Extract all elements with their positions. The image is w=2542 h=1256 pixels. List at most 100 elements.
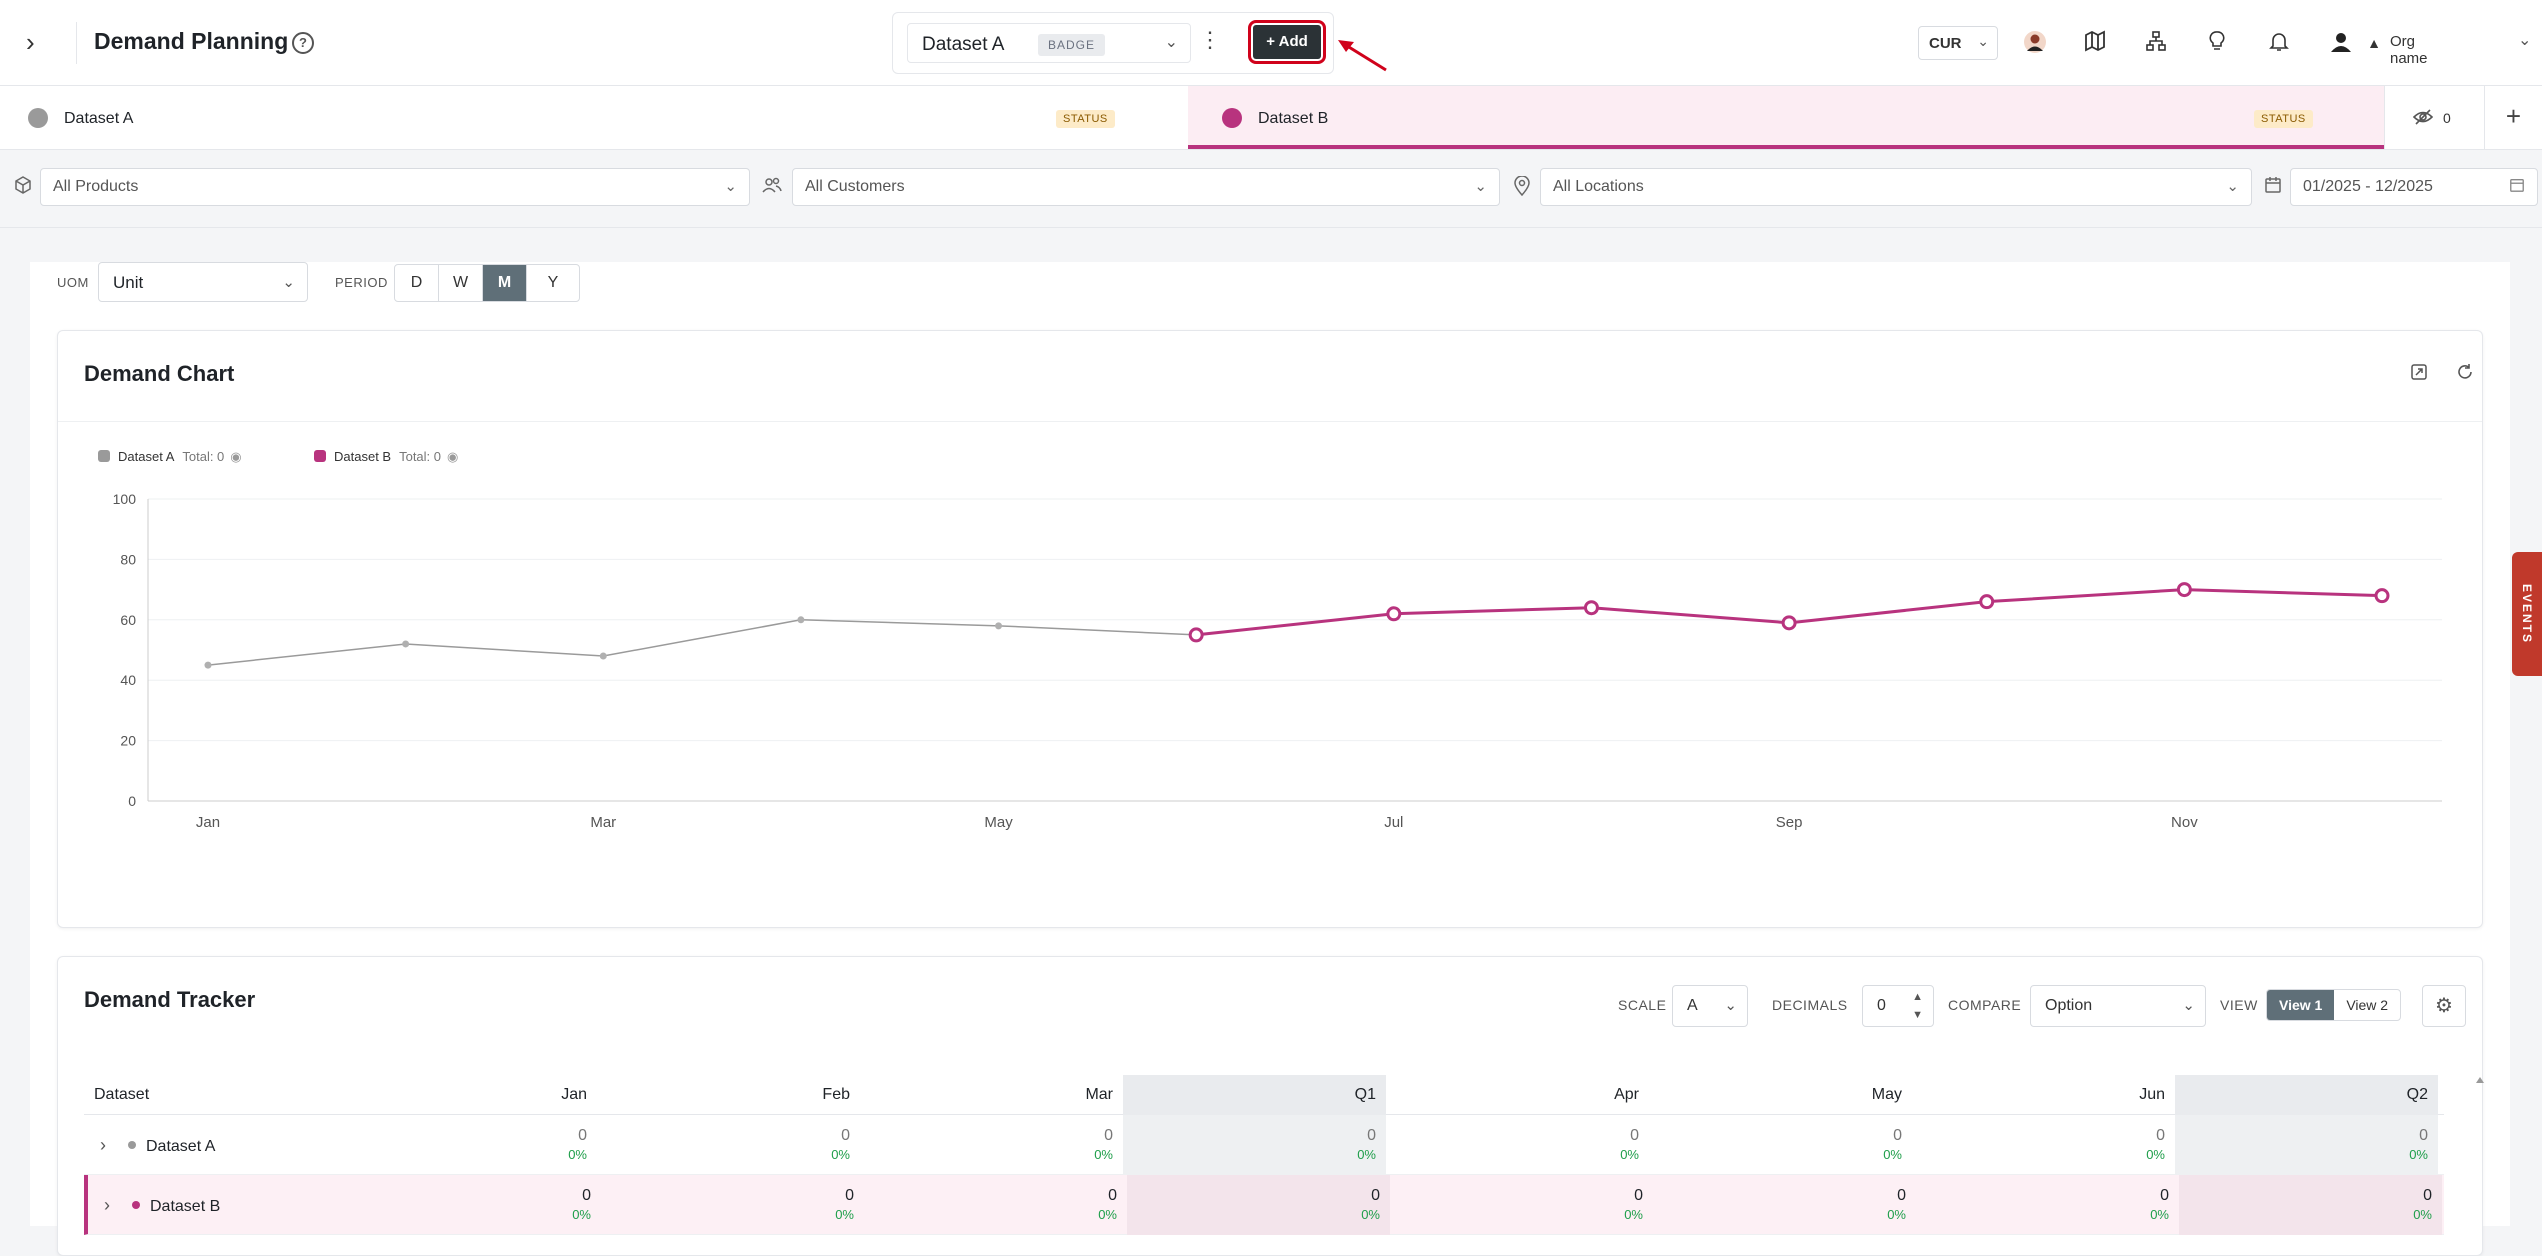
cell-value: 0	[1108, 1187, 1117, 1204]
locations-filter[interactable]: All Locations ⌄	[1540, 168, 2252, 206]
refresh-icon[interactable]	[2456, 363, 2474, 386]
column-header[interactable]: May	[1871, 1086, 1902, 1103]
view-2-button[interactable]: View 2	[2346, 997, 2389, 1013]
eye-off-icon	[2413, 109, 2433, 125]
period-toggle: D W M Y	[394, 264, 580, 302]
column-header[interactable]: Jan	[561, 1086, 587, 1103]
table-cell[interactable]: 0 0%	[1127, 1175, 1390, 1235]
date-range-input[interactable]: 01/2025 - 12/2025	[2290, 168, 2538, 206]
chevron-down-icon[interactable]: ⌄	[2518, 32, 2532, 49]
column-header[interactable]: Q2	[2175, 1075, 2438, 1115]
stepper-arrows-icon[interactable]: ▲ ▼	[1912, 991, 1923, 1021]
row-color-dot	[132, 1201, 140, 1209]
column-header[interactable]: Apr	[1614, 1086, 1639, 1103]
table-header: Dataset Jan Feb Mar Q1 Apr May Jun Q2	[84, 1075, 2444, 1115]
period-m-button[interactable]: M	[483, 265, 527, 301]
decimals-stepper[interactable]: 0 ▲ ▼	[1862, 985, 1934, 1027]
data-point-series-2	[1386, 606, 1402, 622]
table-row[interactable]: › Dataset B 0 0% 0 0% 0 0% 0 0% 0 0% 0 0% 0 0% 0 0%	[84, 1175, 2444, 1235]
divider	[76, 22, 77, 64]
products-filter[interactable]: All Products ⌄	[40, 168, 750, 206]
scrollbar[interactable]	[2476, 1075, 2484, 1235]
table-cell[interactable]: 0 0%	[1916, 1175, 2179, 1235]
cell-percent: 0%	[568, 1147, 587, 1162]
tab-dataset-a[interactable]: Dataset A STATUS	[0, 86, 1188, 149]
period-w-button[interactable]: W	[439, 265, 483, 301]
table-cell[interactable]: 0 0%	[1649, 1115, 1912, 1175]
decimals-control: DECIMALS 0 ▲ ▼	[1772, 985, 1936, 1027]
help-icon[interactable]: ?	[292, 32, 314, 54]
cell-value: 0	[1367, 1127, 1376, 1144]
table-cell[interactable]: 0 0%	[2179, 1175, 2442, 1235]
x-tick-label: Nov	[2171, 814, 2198, 831]
table-cell[interactable]: 0 0%	[860, 1115, 1123, 1175]
cell-value: 0	[1634, 1187, 1643, 1204]
row-name: Dataset B	[150, 1198, 221, 1215]
table-cell[interactable]: 0 0%	[597, 1115, 860, 1175]
table-cell[interactable]: 0 0%	[1386, 1115, 1649, 1175]
table-row[interactable]: › Dataset A 0 0% 0 0% 0 0% 0 0% 0 0% 0 0% 0 0% 0 0%	[84, 1115, 2444, 1175]
legend-item-dataset-a[interactable]: Dataset A Total: 0 ◉	[98, 449, 242, 465]
column-header[interactable]: Jun	[2139, 1086, 2165, 1103]
bulb-icon[interactable]	[2204, 30, 2230, 56]
table-cell[interactable]: 0 0%	[338, 1175, 601, 1235]
bell-icon[interactable]	[2266, 30, 2292, 56]
column-header[interactable]: Q1	[1123, 1075, 1386, 1115]
cell-value: 0	[1371, 1187, 1380, 1204]
compare-value: Option	[2045, 997, 2093, 1014]
legend-item-dataset-b[interactable]: Dataset B Total: 0 ◉	[314, 449, 458, 465]
kebab-icon[interactable]: ⋮	[1199, 27, 1221, 52]
table-cell[interactable]: 0 0%	[2175, 1115, 2438, 1175]
currency-select[interactable]: CUR ⌄	[1918, 26, 1998, 60]
column-header[interactable]: Feb	[822, 1086, 850, 1103]
row-name: Dataset A	[146, 1138, 216, 1155]
column-header: Dataset	[94, 1086, 150, 1103]
eye-icon[interactable]: ◉	[447, 449, 459, 464]
column-header[interactable]: Mar	[1085, 1086, 1113, 1103]
table-cell[interactable]: 0 0%	[601, 1175, 864, 1235]
eye-icon[interactable]: ◉	[230, 449, 242, 464]
table-cell[interactable]: 0 0%	[864, 1175, 1127, 1235]
avatar[interactable]	[2022, 30, 2048, 56]
hierarchy-icon[interactable]	[2143, 30, 2169, 56]
avatar-icon	[2024, 31, 2046, 53]
x-tick-label: Jan	[196, 814, 220, 831]
table-cell[interactable]: 0 0%	[334, 1115, 597, 1175]
view-1-button[interactable]: View 1	[2267, 990, 2335, 1020]
table-cell[interactable]: 0 0%	[1390, 1175, 1653, 1235]
currency-value: CUR	[1929, 35, 1962, 52]
customers-filter[interactable]: All Customers ⌄	[792, 168, 1500, 206]
box-icon	[14, 176, 32, 199]
cell-percent: 0%	[835, 1207, 854, 1222]
cell-value: 0	[841, 1127, 850, 1144]
hidden-datasets-toggle[interactable]: 0	[2384, 86, 2520, 149]
expand-icon[interactable]	[2410, 363, 2428, 386]
events-tab[interactable]: EVENTS	[2512, 552, 2542, 676]
expand-row-icon[interactable]: ›	[104, 1195, 110, 1215]
cell-percent: 0%	[572, 1207, 591, 1222]
period-y-button[interactable]: Y	[547, 274, 559, 291]
gear-icon[interactable]: ⚙	[2422, 985, 2466, 1027]
dataset-select-value: Dataset A	[922, 34, 1005, 55]
cell-value: 0	[582, 1187, 591, 1204]
tab-dataset-b[interactable]: Dataset B STATUS	[1188, 86, 2384, 149]
compare-select[interactable]: Option ⌄	[2030, 985, 2206, 1027]
scale-select[interactable]: A ⌄	[1672, 985, 1748, 1027]
dataset-type-badge: BADGE	[1038, 34, 1106, 56]
org-name[interactable]: Org name	[2390, 33, 2428, 67]
table-cell[interactable]: 0 0%	[1123, 1115, 1386, 1175]
add-plan-button[interactable]: + Add	[1248, 20, 1326, 64]
period-d-button[interactable]: D	[395, 265, 439, 301]
table-cell[interactable]: 0 0%	[1912, 1115, 2175, 1175]
sidebar-toggle-icon[interactable]: ›	[26, 27, 35, 57]
tab-label: Dataset B	[1258, 110, 1329, 127]
legend-swatch	[314, 450, 326, 462]
user-icon[interactable]	[2328, 30, 2354, 56]
dataset-select[interactable]: Dataset A BADGE ⌄	[907, 23, 1191, 63]
uom-select[interactable]: Unit ⌄	[98, 262, 308, 302]
plus-icon[interactable]: +	[2484, 86, 2542, 149]
expand-row-icon[interactable]: ›	[100, 1135, 106, 1155]
table-cell[interactable]: 0 0%	[1653, 1175, 1916, 1235]
map-icon[interactable]	[2082, 30, 2108, 56]
data-point-series-2	[2176, 582, 2192, 598]
